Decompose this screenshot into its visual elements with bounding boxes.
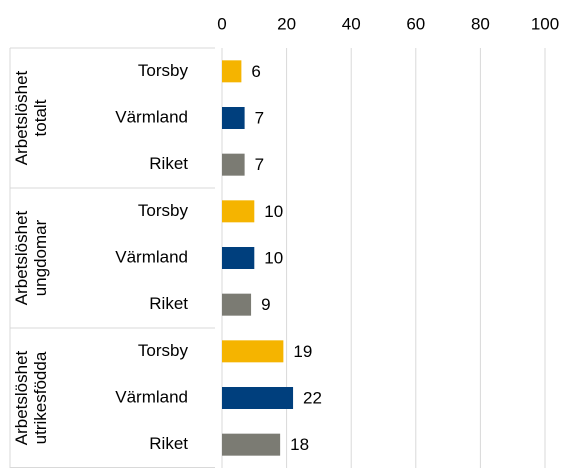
x-tick-label: 80 — [471, 14, 490, 33]
bar — [222, 153, 245, 176]
category-label: Värmland — [115, 247, 188, 266]
group-label: Arbetslöshet ungdomar — [12, 210, 50, 306]
category-label: Värmland — [115, 107, 188, 126]
data-label: 7 — [255, 108, 264, 127]
data-label: 9 — [261, 295, 270, 314]
data-label: 22 — [303, 388, 322, 407]
group-label: Arbetslöshet totalt — [12, 70, 50, 166]
category-label: Riket — [149, 154, 188, 173]
bar — [222, 200, 255, 223]
x-tick-label: 20 — [277, 14, 296, 33]
category-label: Torsby — [138, 201, 189, 220]
category-label: Värmland — [115, 387, 188, 406]
data-label: 7 — [255, 155, 264, 174]
bar — [222, 107, 245, 129]
x-tick-label: 0 — [217, 14, 226, 33]
category-label: Riket — [149, 434, 188, 453]
data-label: 10 — [264, 202, 283, 221]
bar — [222, 387, 294, 409]
category-label: Torsby — [138, 61, 189, 80]
x-tick-label: 60 — [406, 14, 425, 33]
bar — [222, 433, 281, 456]
bar — [222, 340, 284, 363]
data-label: 19 — [293, 342, 312, 361]
bar — [222, 293, 252, 316]
category-label: Riket — [149, 294, 188, 313]
category-label: Torsby — [138, 341, 189, 360]
data-label: 18 — [290, 435, 309, 454]
data-label: 6 — [251, 62, 260, 81]
bar — [222, 247, 255, 269]
x-tick-label: 100 — [531, 14, 559, 33]
group-label: Arbetslöshet utrikesfödda — [12, 350, 50, 446]
bar — [222, 60, 242, 83]
x-tick-label: 40 — [342, 14, 361, 33]
data-label: 10 — [264, 248, 283, 267]
